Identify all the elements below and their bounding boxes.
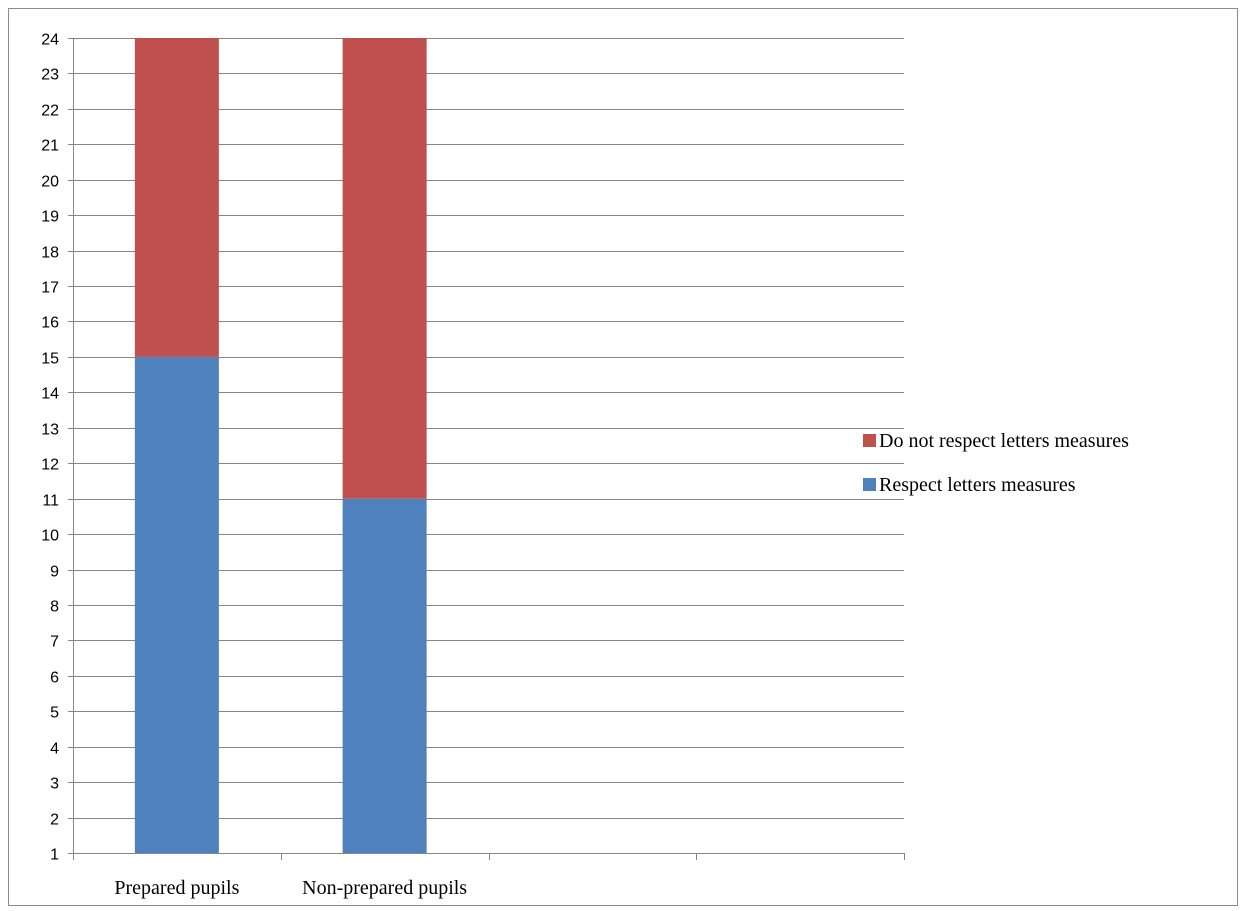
x-tick-label-1: Non-prepared pupils [302,877,467,899]
y-tick-label-11: 11 [42,493,59,510]
bar-1-series-0 [342,498,427,853]
y-tick-label-16: 16 [41,315,59,332]
y-tick-label-13: 13 [41,422,59,439]
y-tick-label-8: 8 [50,599,59,616]
x-tick-label-0: Prepared pupils [114,877,239,899]
y-tick-label-19: 19 [41,209,59,226]
legend-label-1: Respect letters measures [879,474,1076,496]
bars [134,38,427,853]
y-tick-label-15: 15 [41,351,59,368]
y-tick-label-18: 18 [41,245,59,262]
y-tick-label-14: 14 [41,386,59,403]
axes [68,38,905,860]
y-tick-label-24: 24 [41,32,59,49]
y-tick-label-9: 9 [50,564,59,581]
y-tick-label-5: 5 [50,705,59,722]
legend-swatch-0 [863,434,876,447]
y-tick-label-21: 21 [41,138,59,155]
y-tick-label-3: 3 [50,776,59,793]
x-tick-labels: Prepared pupils Non-prepared pupils [114,877,467,899]
y-tick-label-20: 20 [41,174,59,191]
y-tick-label-4: 4 [50,741,59,758]
y-tick-label-2: 2 [50,812,59,829]
legend-swatch-1 [863,478,876,491]
y-tick-label-12: 12 [41,457,59,474]
chart-frame: 1 2 3 4 5 6 7 8 9 10 11 12 13 14 15 16 17 18 19 20 21 22 23 24 … [8,8,1238,906]
y-tick-label-23: 23 [41,67,59,84]
bar-0-series-1 [134,38,219,357]
legend-label-0: Do not respect letters measures [879,430,1129,452]
legend: Do not respect letters measures Respect l… [863,430,1129,496]
y-tick-label-6: 6 [50,670,59,687]
bar-0-series-0 [134,356,219,853]
y-tick-label-7: 7 [50,634,59,651]
y-tick-label-17: 17 [41,280,59,297]
bar-1-series-1 [342,38,427,499]
y-tick-label-10: 10 [41,528,59,545]
y-tick-label-1: 1 [50,847,59,864]
y-tick-label-22: 22 [41,103,59,120]
